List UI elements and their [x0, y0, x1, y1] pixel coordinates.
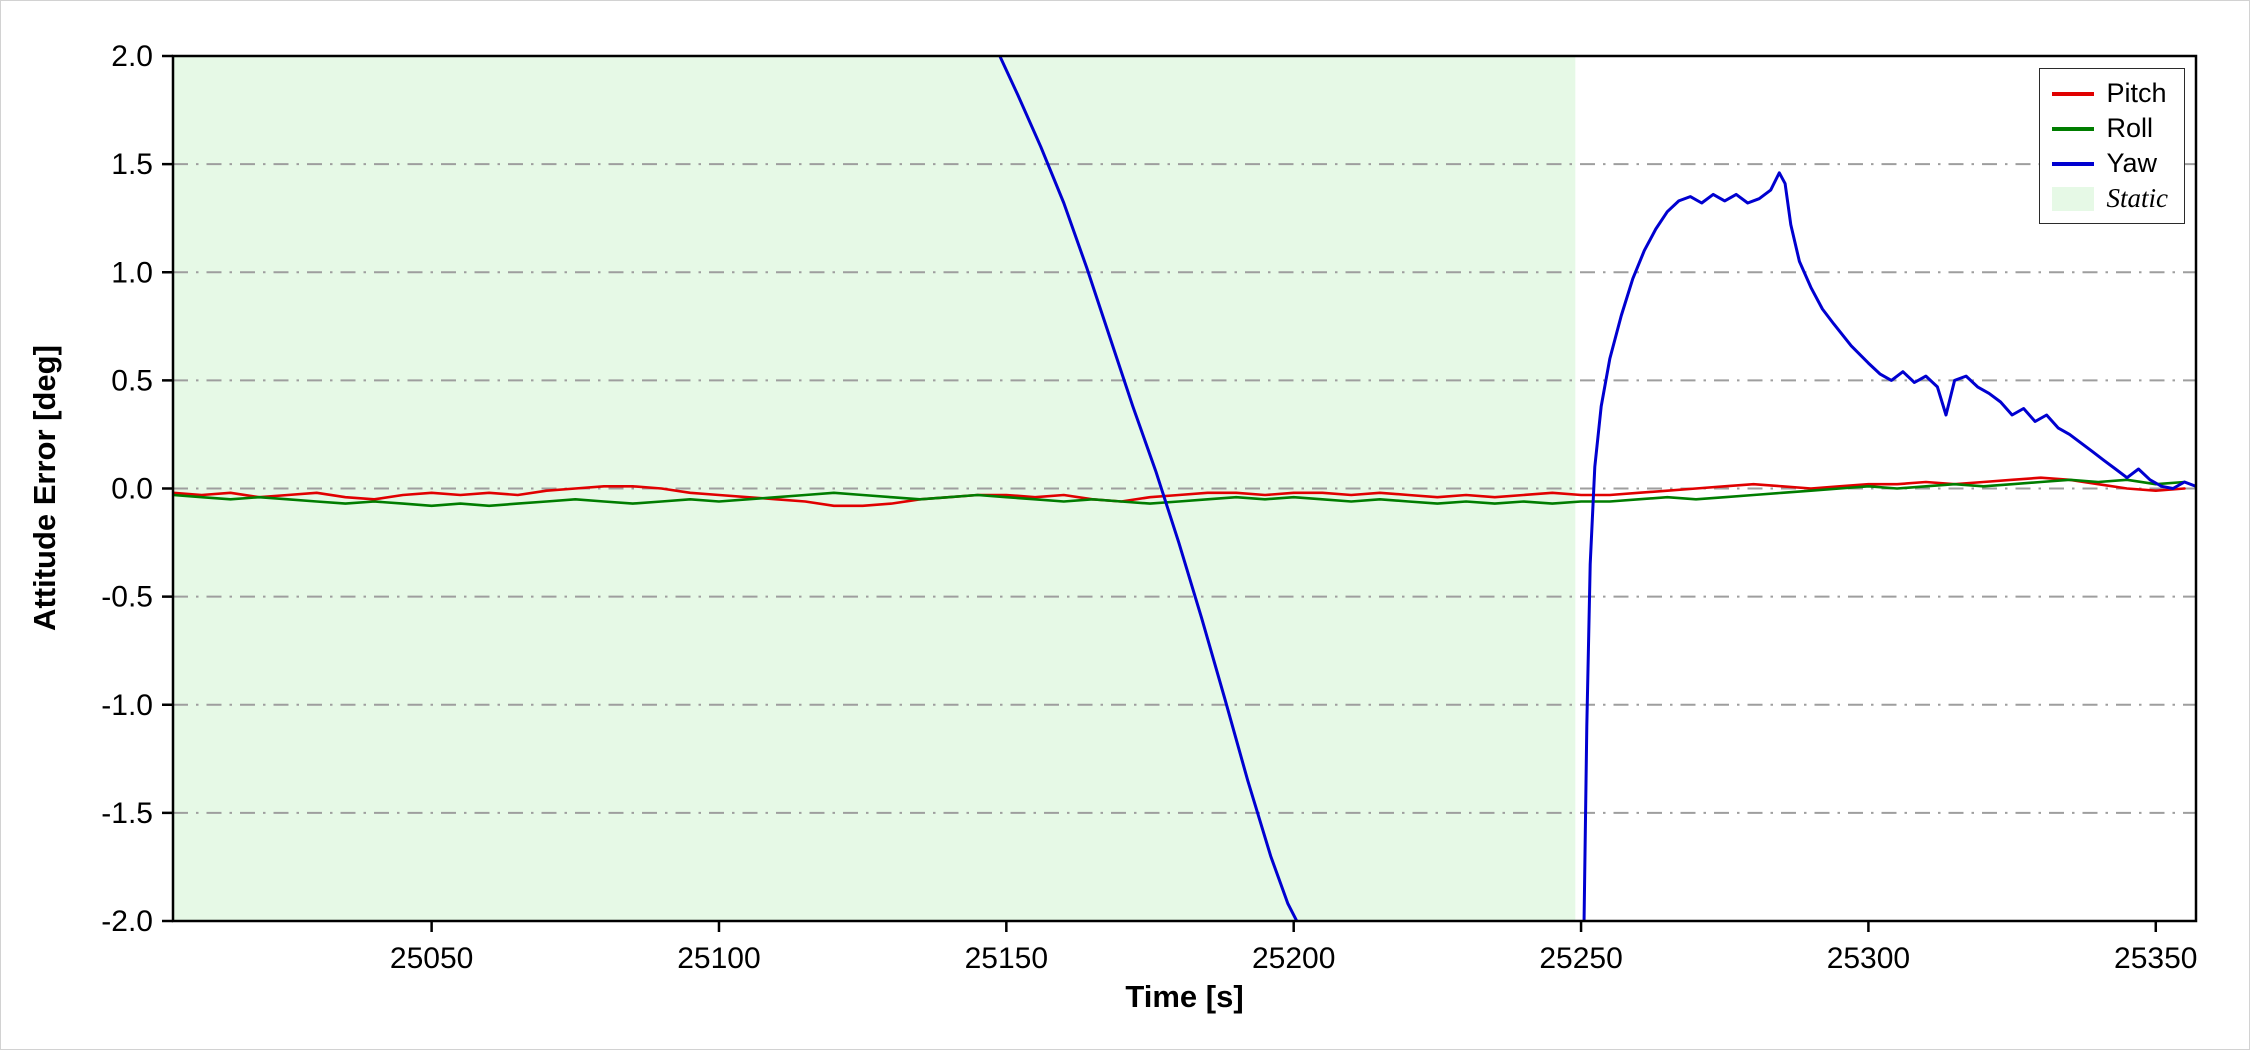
legend-item-roll: Roll [2051, 112, 2169, 145]
x-axis-label: Time [s] [1125, 979, 1244, 1014]
roll-line [173, 478, 2186, 508]
pitch-line [173, 476, 2186, 508]
y-tick-label: 1.5 [111, 148, 153, 181]
y-tick-label: 1.0 [111, 256, 153, 289]
x-tick-label: 25300 [1827, 942, 1910, 975]
yaw-line [1582, 171, 2196, 921]
y-tick-label: -1.0 [101, 689, 153, 722]
x-tick-label: 25200 [1252, 942, 1335, 975]
legend-label-yaw: Yaw [2106, 148, 2158, 178]
y-tick-label: -0.5 [101, 581, 153, 614]
x-tick-label: 25050 [390, 942, 473, 975]
pitch-line-swatch [2051, 91, 2094, 96]
x-tick-label: 25250 [1539, 942, 1622, 975]
static-region [173, 56, 1576, 921]
y-tick-label: -2.0 [101, 905, 153, 938]
legend-item-static: Static [2051, 182, 2169, 215]
x-tick-label: 25150 [965, 942, 1048, 975]
static-patch-swatch [2051, 186, 2094, 211]
legend-label-roll: Roll [2106, 113, 2154, 143]
legend-label-static: Static [2106, 183, 2169, 213]
legend-item-yaw: Yaw [2051, 147, 2169, 180]
x-tick-label: 25350 [2114, 942, 2197, 975]
roll-line-swatch [2051, 126, 2094, 131]
legend-item-pitch: Pitch [2051, 77, 2169, 110]
yaw-line-swatch [2051, 161, 2094, 166]
y-tick-label: 2.0 [111, 40, 153, 73]
yaw-line [998, 56, 1299, 921]
y-tick-label: 0.0 [111, 473, 153, 506]
legend: Pitch Roll Yaw Static [2038, 68, 2185, 224]
x-tick-label: 25100 [677, 942, 760, 975]
y-tick-label: 0.5 [111, 364, 153, 397]
legend-label-pitch: Pitch [2106, 78, 2167, 108]
y-tick-label: -1.5 [101, 797, 153, 830]
y-axis-label: Attitude Error [deg] [27, 345, 62, 631]
